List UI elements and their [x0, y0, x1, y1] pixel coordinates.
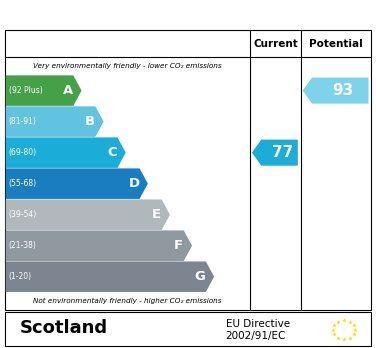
Text: G: G: [195, 270, 206, 283]
Polygon shape: [6, 230, 192, 261]
Text: (81-91): (81-91): [9, 117, 36, 126]
Text: (55-68): (55-68): [9, 179, 37, 188]
Text: B: B: [85, 115, 95, 128]
Polygon shape: [6, 168, 148, 199]
Text: E: E: [152, 208, 161, 221]
Text: F: F: [174, 239, 183, 252]
Polygon shape: [252, 140, 298, 166]
Text: 77: 77: [272, 145, 293, 160]
Text: Potential: Potential: [309, 39, 363, 49]
Text: Environmental Impact (CO$_2$) Rating: Environmental Impact (CO$_2$) Rating: [29, 6, 347, 25]
Text: Current: Current: [253, 39, 298, 49]
Text: C: C: [107, 146, 117, 159]
Text: Scotland: Scotland: [20, 319, 108, 338]
Text: (1-20): (1-20): [9, 272, 32, 281]
Text: (39-54): (39-54): [9, 210, 37, 219]
Text: (69-80): (69-80): [9, 148, 37, 157]
Polygon shape: [6, 199, 170, 230]
Polygon shape: [303, 78, 368, 104]
Polygon shape: [6, 261, 214, 292]
Text: D: D: [128, 177, 139, 190]
Text: 93: 93: [333, 83, 354, 98]
Text: Very environmentally friendly - lower CO₂ emissions: Very environmentally friendly - lower CO…: [33, 63, 221, 69]
Text: 2002/91/EC: 2002/91/EC: [226, 331, 286, 341]
Text: EU Directive: EU Directive: [226, 318, 290, 329]
Text: Not environmentally friendly - higher CO₂ emissions: Not environmentally friendly - higher CO…: [33, 298, 221, 304]
Text: (21-38): (21-38): [9, 241, 36, 250]
Text: (92 Plus): (92 Plus): [9, 86, 42, 95]
Text: A: A: [62, 84, 73, 97]
Polygon shape: [6, 137, 126, 168]
Polygon shape: [6, 106, 104, 137]
Polygon shape: [6, 76, 82, 106]
